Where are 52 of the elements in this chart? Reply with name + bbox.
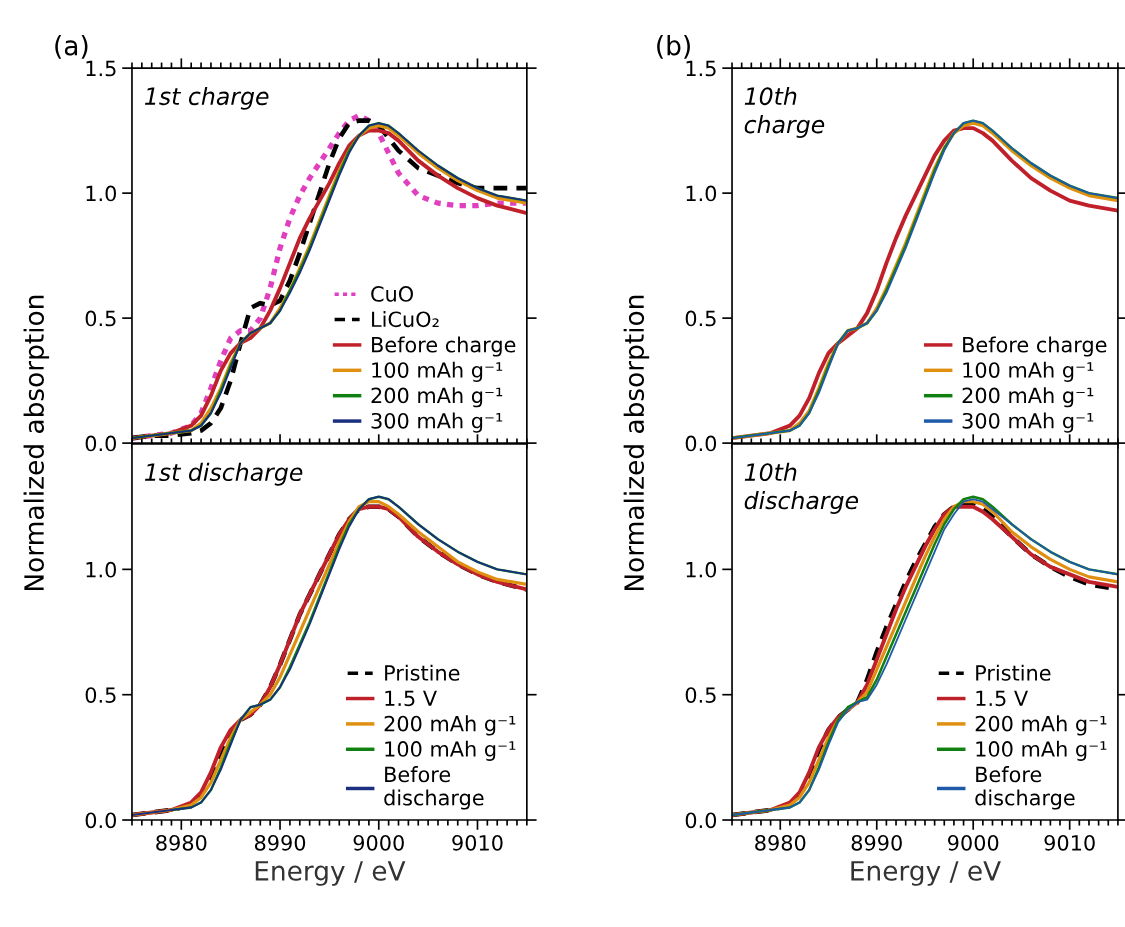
- legend-label: 200 mAh g⁻¹: [962, 387, 1094, 408]
- legend-label: 100 mAh g⁻¹: [372, 361, 503, 382]
- x-tick-label: 8990: [851, 834, 902, 851]
- y-axis-title: Normalized absorption: [623, 295, 650, 591]
- chart-title: (b): [657, 35, 690, 59]
- x-tick-label: 8980: [755, 834, 806, 851]
- legend-label: 300 mAh g⁻¹: [371, 412, 503, 433]
- legend-label: Pristine: [385, 664, 460, 681]
- legend-label: 1.5 V: [976, 690, 1028, 707]
- y-tick-label: 1.0: [686, 185, 717, 202]
- y-tick-label: 1.0: [686, 561, 717, 578]
- y-tick-label: 0.0: [85, 812, 116, 829]
- y-tick-label: 0.5: [685, 687, 716, 703]
- y-tick-label: 1.0: [86, 185, 116, 202]
- y-tick-label: 0.0: [85, 435, 116, 452]
- y-tick-label: 0.5: [85, 310, 116, 327]
- x-tick-label: 9000: [948, 834, 999, 851]
- legend-label: Pristine: [976, 664, 1051, 681]
- y-tick-label: 0.5: [85, 687, 116, 703]
- y-tick-label: 0.5: [685, 310, 716, 327]
- y-tick-label: 0.0: [685, 435, 717, 452]
- legend-label: 100 mAh g⁻¹: [385, 740, 516, 761]
- y-tick-label: 1.0: [86, 561, 116, 578]
- chart-title: (a): [55, 35, 88, 59]
- legend-label: LiCuO₂: [372, 311, 439, 328]
- legend-label: Before charge: [963, 336, 1107, 357]
- x-axis-title: Energy / eV: [851, 861, 1001, 886]
- annotation: 1st charge: [144, 86, 269, 110]
- legend-label: CuO: [371, 286, 413, 302]
- y-tick-label: 1.5: [686, 60, 716, 77]
- legend-label: 1.5 V: [385, 690, 437, 707]
- y-axis-title: Normalized absorption: [23, 295, 50, 591]
- x-tick-label: 8980: [156, 834, 207, 851]
- legend-label: 200 mAh g⁻¹: [371, 387, 503, 408]
- legend-label: 200 mAh g⁻¹: [384, 715, 516, 736]
- annotation: 1st discharge: [144, 462, 303, 486]
- y-tick-label: 0.0: [685, 812, 717, 829]
- legend-label: Before discharge: [975, 766, 1075, 810]
- legend-label: 100 mAh g⁻¹: [976, 740, 1107, 761]
- legend-label: 300 mAh g⁻¹: [962, 412, 1094, 433]
- x-tick-label: 9010: [452, 834, 503, 851]
- y-tick-label: 1.5: [86, 60, 116, 77]
- x-tick-label: 8990: [254, 834, 306, 851]
- legend-label: Before charge: [372, 336, 516, 357]
- legend-label: 200 mAh g⁻¹: [975, 715, 1107, 736]
- annotation: 10th charge: [744, 86, 825, 138]
- x-axis-title: Energy / eV: [255, 861, 406, 886]
- x-tick-label: 9010: [1044, 834, 1095, 851]
- annotation: 10th discharge: [744, 462, 859, 514]
- legend-label: Before discharge: [384, 766, 484, 810]
- legend-label: 100 mAh g⁻¹: [963, 361, 1094, 382]
- x-tick-label: 9000: [353, 834, 404, 851]
